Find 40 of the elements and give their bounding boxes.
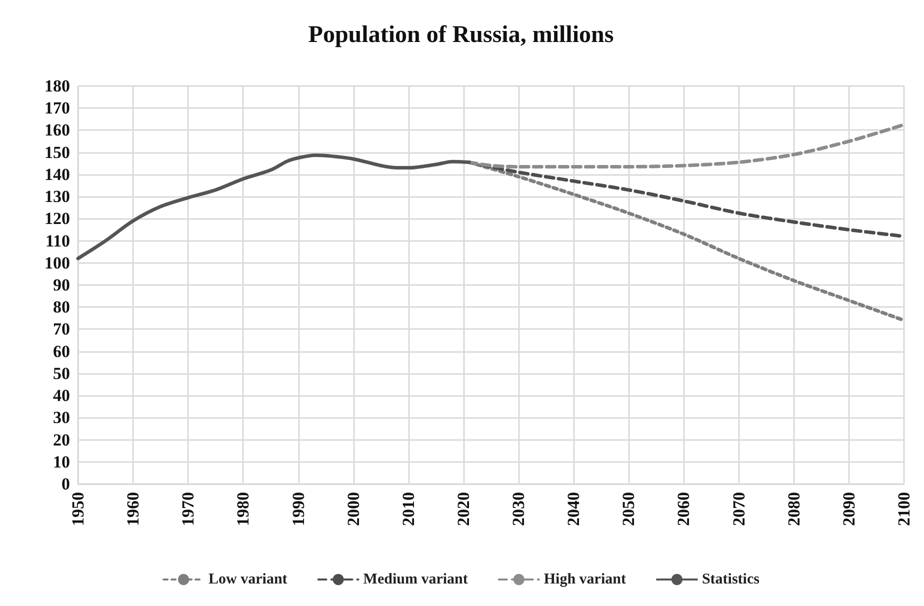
legend-label: High variant — [544, 572, 626, 588]
y-tick-label: 120 — [44, 209, 70, 228]
x-tick-label: 2090 — [839, 492, 858, 526]
x-tick-label: 2070 — [729, 492, 748, 526]
x-tick-label: 1980 — [234, 492, 253, 526]
x-tick-label: 2040 — [564, 492, 584, 526]
legend-label: Medium variant — [363, 572, 468, 588]
x-tick-label: 2060 — [674, 492, 694, 526]
y-tick-label: 170 — [44, 98, 70, 118]
y-tick-label: 90 — [53, 276, 70, 294]
x-tick-label: 2010 — [398, 492, 418, 526]
x-tick-label: 2020 — [454, 492, 473, 526]
x-tick-label: 2050 — [619, 492, 638, 526]
x-tick-label: 2080 — [784, 492, 804, 526]
y-tick-label: 10 — [53, 452, 70, 472]
chart-title: Population of Russia, millions — [308, 22, 614, 48]
y-tick-label: 80 — [53, 298, 70, 317]
y-tick-label: 60 — [53, 342, 70, 361]
y-tick-label: 0 — [62, 474, 70, 494]
y-tick-label: 180 — [44, 76, 70, 96]
x-tick-label: 1960 — [124, 492, 143, 526]
y-tick-label: 20 — [53, 430, 70, 450]
x-tick-label: 1970 — [178, 492, 198, 526]
y-tick-label: 140 — [44, 164, 70, 184]
y-tick-label: 160 — [44, 120, 70, 140]
x-tick-label: 1990 — [288, 492, 308, 526]
y-tick-label: 70 — [53, 320, 70, 339]
x-tick-label: 2030 — [509, 492, 528, 526]
x-tick-label: 2100 — [894, 492, 914, 526]
y-tick-label: 110 — [45, 231, 70, 250]
legend-label: Low variant — [208, 572, 288, 588]
legend-label: Statistics — [702, 572, 760, 588]
y-tick-label: 130 — [44, 187, 70, 206]
y-tick-label: 50 — [53, 364, 70, 383]
x-tick-label: 1950 — [68, 492, 88, 526]
x-tick-label: 2000 — [344, 492, 363, 526]
y-tick-label: 150 — [44, 142, 70, 162]
y-tick-label: 100 — [44, 253, 70, 272]
y-tick-label: 40 — [53, 386, 70, 406]
y-tick-label: 30 — [53, 408, 70, 428]
